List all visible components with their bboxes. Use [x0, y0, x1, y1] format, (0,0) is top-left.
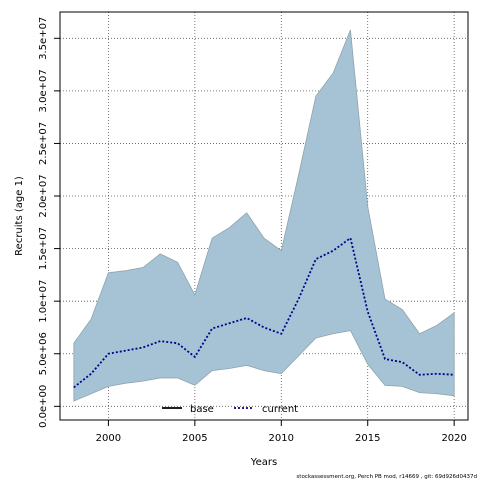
- x-tick-label: 2005: [182, 433, 207, 444]
- y-tick-label: 2.0e+07: [38, 174, 49, 217]
- y-tick-label: 1.5e+07: [38, 227, 49, 270]
- x-axis-title: Years: [250, 457, 277, 468]
- confidence-band: [73, 29, 455, 402]
- series-lines: [73, 236, 455, 389]
- x-tick-label: 2010: [269, 433, 294, 444]
- legend-label-current: current: [262, 404, 298, 415]
- y-tick-label: 5.0e+06: [38, 332, 49, 375]
- series-line-current: [73, 236, 455, 389]
- footer-text: stockassessment.org, Perch PB mod, r1466…: [296, 474, 477, 480]
- y-tick-label: 3.5e+07: [38, 17, 49, 60]
- y-axis-title: Recruits (age 1): [14, 176, 25, 256]
- y-tick-label: 2.5e+07: [38, 122, 49, 165]
- y-tick-label: 0.0e+00: [38, 385, 49, 428]
- x-tick-label: 2020: [441, 433, 466, 444]
- y-tick-label: 1.0e+07: [38, 280, 49, 323]
- x-tick-label: 2015: [355, 433, 380, 444]
- legend-label-base: base: [190, 404, 214, 415]
- plot-frame: [59, 11, 469, 421]
- y-tick-label: 3.0e+07: [38, 69, 49, 112]
- legend: base current: [162, 404, 298, 415]
- x-axis-ticks: 2000 2005 2010 2015 2020: [96, 420, 467, 444]
- x-tick-label: 2000: [96, 433, 121, 444]
- y-axis-ticks: 0.0e+00 5.0e+06 1.0e+07 1.5e+07 2.0e+07 2.5e+…: [38, 17, 60, 428]
